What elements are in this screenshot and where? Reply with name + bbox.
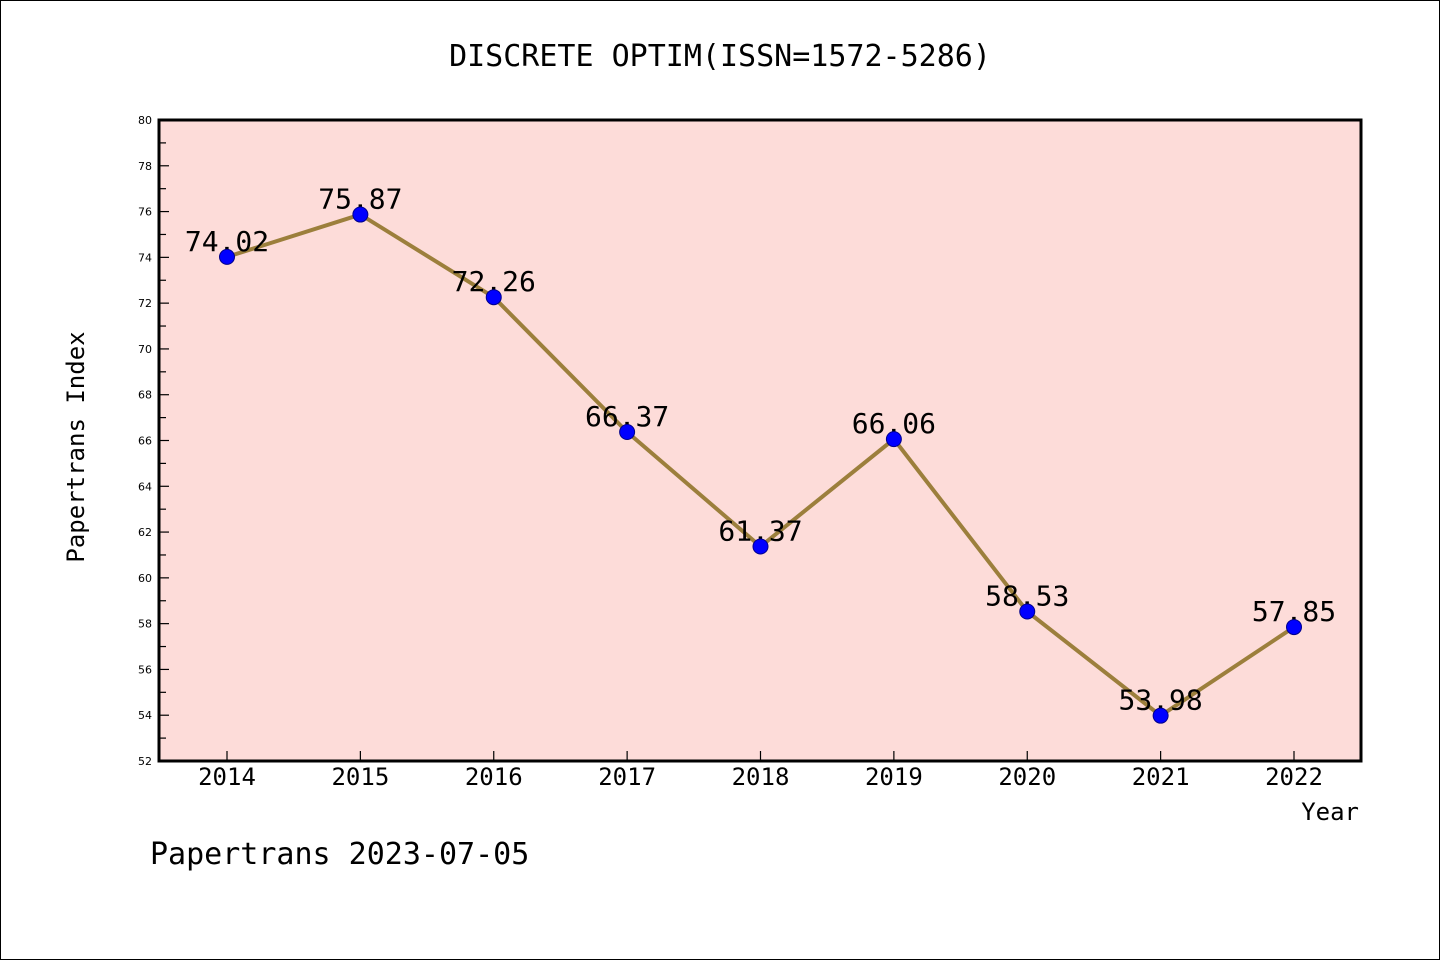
y-tick-label: 66 [138, 435, 152, 448]
y-tick-label: 52 [138, 755, 152, 768]
data-point [885, 431, 902, 448]
series-group: 74.0275.8772.2666.3761.3766.0658.5353.98… [185, 183, 1336, 724]
x-tick-label: 2017 [598, 763, 656, 791]
x-tick-label: 2019 [865, 763, 923, 791]
y-tick-label: 60 [138, 572, 152, 585]
x-tick-label: 2015 [331, 763, 389, 791]
y-tick-label: 72 [138, 297, 152, 310]
y-tick-label: 62 [138, 526, 152, 539]
x-tick-label: 2020 [998, 763, 1056, 791]
plot-area [157, 118, 1363, 763]
y-tick-label: 54 [138, 709, 152, 722]
chart-title: DISCRETE OPTIM(ISSN=1572-5286) [449, 39, 991, 74]
y-tick-label: 68 [138, 389, 152, 402]
y-axis-label: Papertrans Index [62, 331, 90, 562]
x-tick-label: 2016 [465, 763, 523, 791]
x-axis: 2014 2015 2016 2017 2018 2019 2020 2021 2022 [198, 751, 1323, 791]
y-tick-label: 58 [138, 618, 152, 631]
data-point [1286, 619, 1302, 636]
y-tick-label: 76 [138, 206, 152, 219]
y-axis: 52 54 56 58 60 62 64 66 68 70 72 74 76 78 80 [138, 114, 169, 768]
data-point [1152, 707, 1169, 724]
data-point [619, 424, 636, 441]
x-tick-label: 2021 [1132, 763, 1190, 791]
y-tick-label: 74 [138, 251, 152, 264]
x-tick-label: 2022 [1265, 763, 1323, 791]
y-tick-label: 70 [138, 343, 152, 356]
x-axis-label: Year [1301, 798, 1359, 826]
y-tick-label: 64 [138, 480, 152, 493]
data-point [219, 248, 235, 265]
footer-text: Papertrans 2023-07-05 [150, 837, 529, 872]
data-point [1019, 603, 1036, 620]
y-tick-label: 78 [138, 160, 152, 173]
y-tick-label: 56 [138, 663, 152, 676]
data-point [485, 289, 502, 306]
x-tick-label: 2018 [732, 763, 790, 791]
data-point [352, 206, 369, 223]
y-tick-label: 80 [138, 114, 152, 127]
data-point [752, 538, 769, 555]
x-tick-label: 2014 [198, 763, 256, 791]
